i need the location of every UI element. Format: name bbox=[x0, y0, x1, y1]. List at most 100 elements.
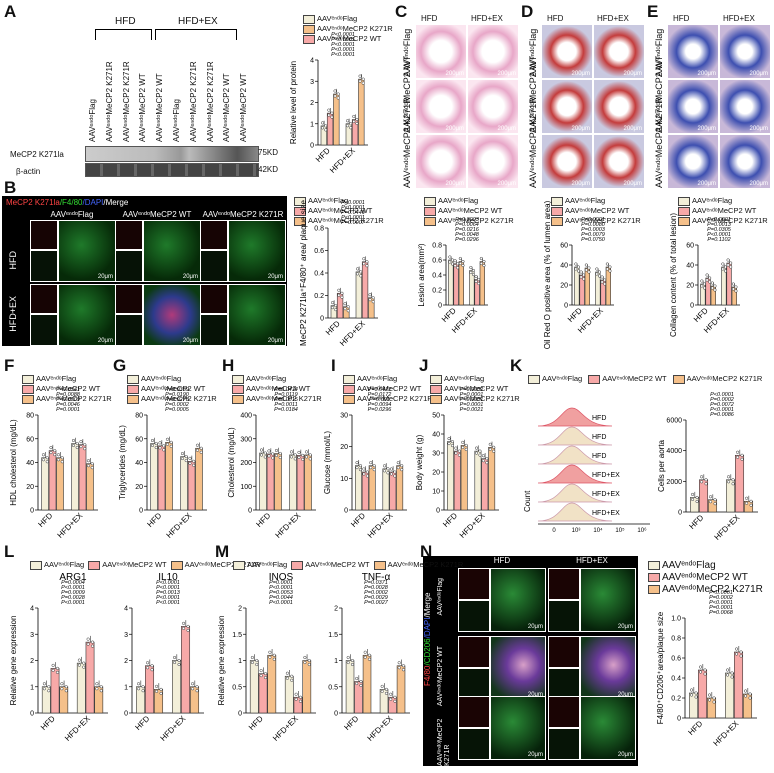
legend-swatch bbox=[678, 206, 690, 216]
chart-legend: AAVᵉⁿᵈᵒFlag AAVᵉⁿᵈᵒMeCP2 WT AAVᵉⁿᵈᵒMeCP2 K… bbox=[343, 374, 433, 404]
legend-label: AAVᵉⁿᵈᵒFlag bbox=[308, 196, 349, 205]
band-label-mecp2: MeCP2 K271la bbox=[10, 150, 64, 159]
bar bbox=[368, 465, 376, 511]
p-value: P<0.0001 bbox=[269, 600, 293, 606]
data-point bbox=[365, 470, 369, 474]
bar bbox=[743, 693, 753, 719]
data-point bbox=[731, 478, 735, 482]
data-point bbox=[346, 124, 350, 128]
category-label: HFD+EX bbox=[366, 714, 395, 743]
data-point bbox=[173, 655, 177, 660]
data-point bbox=[343, 302, 347, 306]
data-point bbox=[745, 496, 749, 500]
data-point bbox=[389, 692, 393, 696]
data-point bbox=[169, 440, 173, 444]
data-point bbox=[154, 441, 158, 446]
micrograph-tile: 200μm bbox=[415, 24, 467, 79]
bar bbox=[389, 471, 397, 511]
data-point bbox=[346, 119, 350, 123]
data-point bbox=[365, 260, 369, 264]
bar bbox=[584, 267, 590, 306]
panel-letter-l: L bbox=[4, 542, 15, 561]
data-point bbox=[608, 265, 612, 269]
data-point bbox=[579, 275, 583, 279]
tick-label: 20 bbox=[686, 283, 694, 290]
data-point bbox=[79, 440, 83, 444]
data-point bbox=[481, 459, 485, 463]
legend-entry: AAVᵉⁿᵈᵒFlag bbox=[430, 374, 520, 384]
data-point bbox=[362, 262, 366, 266]
data-point bbox=[336, 96, 340, 100]
data-point bbox=[702, 282, 707, 286]
col-header: HFD bbox=[421, 14, 438, 23]
data-point bbox=[474, 451, 479, 455]
histogram-trace bbox=[537, 483, 613, 503]
axis-label: Relative gene expression bbox=[217, 616, 226, 706]
tick-label: 40 bbox=[686, 263, 694, 270]
data-point bbox=[334, 304, 338, 308]
histogram-trace bbox=[537, 426, 613, 446]
micrograph-tile: 20μm bbox=[490, 696, 546, 760]
data-point bbox=[582, 273, 586, 277]
category-label: HFD+EX bbox=[338, 319, 367, 348]
bar bbox=[289, 454, 297, 511]
tick-label: 1.5 bbox=[328, 632, 338, 639]
data-point bbox=[695, 499, 699, 503]
category-label: HFD bbox=[686, 719, 704, 737]
data-point bbox=[192, 463, 196, 467]
data-point bbox=[396, 461, 400, 465]
data-point bbox=[710, 281, 714, 285]
data-point bbox=[289, 455, 294, 459]
tick-label: 0.4 bbox=[314, 271, 324, 278]
histogram-label: HFD+EX bbox=[592, 491, 620, 498]
category-label: HFD bbox=[566, 306, 584, 324]
category-label: HFD+EX bbox=[159, 714, 188, 743]
category-label: HFD bbox=[133, 714, 151, 732]
data-point bbox=[155, 689, 159, 693]
micrograph-tile bbox=[200, 220, 228, 250]
data-point bbox=[447, 437, 451, 441]
data-point bbox=[702, 286, 707, 290]
data-point bbox=[469, 270, 473, 275]
scale-bar-label: 200μm bbox=[571, 126, 590, 132]
tick-label: 40 bbox=[560, 263, 568, 270]
legend-swatch bbox=[291, 560, 304, 570]
data-point bbox=[137, 687, 141, 691]
histogram-trace bbox=[537, 445, 613, 465]
bar bbox=[708, 499, 718, 513]
data-point bbox=[274, 453, 279, 458]
data-point bbox=[298, 699, 303, 703]
legend-swatch bbox=[303, 34, 315, 44]
axis-label: Cholesterol (mg/dL) bbox=[227, 427, 236, 498]
data-point bbox=[336, 92, 340, 96]
data-point bbox=[713, 284, 717, 288]
data-point bbox=[386, 467, 390, 471]
scale-bar-label: 200μm bbox=[497, 71, 516, 77]
data-point bbox=[158, 441, 162, 445]
tick-label: 2 bbox=[310, 100, 314, 107]
axis-label: F4/80⁺CD206⁺area/plaque size bbox=[656, 611, 665, 724]
bar bbox=[336, 292, 344, 319]
legend-label: AAVᵉⁿᵈᵒMeCP2 K271R bbox=[357, 394, 433, 403]
tick-label: 2000 bbox=[666, 479, 682, 486]
p-value: P<0.0001 bbox=[156, 585, 180, 591]
data-point bbox=[712, 700, 716, 704]
tick-label: 2 bbox=[238, 606, 242, 613]
data-point bbox=[159, 691, 163, 695]
col-header: HFD+EX bbox=[548, 556, 636, 565]
bar bbox=[345, 660, 355, 714]
legend-swatch bbox=[127, 394, 139, 404]
legend-label: AAVᵉⁿᵈᵒMeCP2 WT bbox=[308, 206, 373, 215]
legend-entry: AAVᵉⁿᵈᵒMeCP2 K271R bbox=[648, 584, 763, 596]
data-point bbox=[469, 265, 473, 270]
bar bbox=[85, 641, 95, 714]
data-point bbox=[289, 450, 294, 454]
data-point bbox=[327, 113, 331, 117]
tick-label: 0.5 bbox=[232, 684, 242, 691]
data-point bbox=[745, 501, 749, 505]
legend-label: AAVᵉⁿᵈᵒMeCP2 WT bbox=[141, 384, 206, 393]
p-value: P=0.0028 bbox=[364, 585, 389, 591]
scale-bar-label: 200μm bbox=[749, 126, 768, 132]
data-point bbox=[356, 272, 360, 276]
